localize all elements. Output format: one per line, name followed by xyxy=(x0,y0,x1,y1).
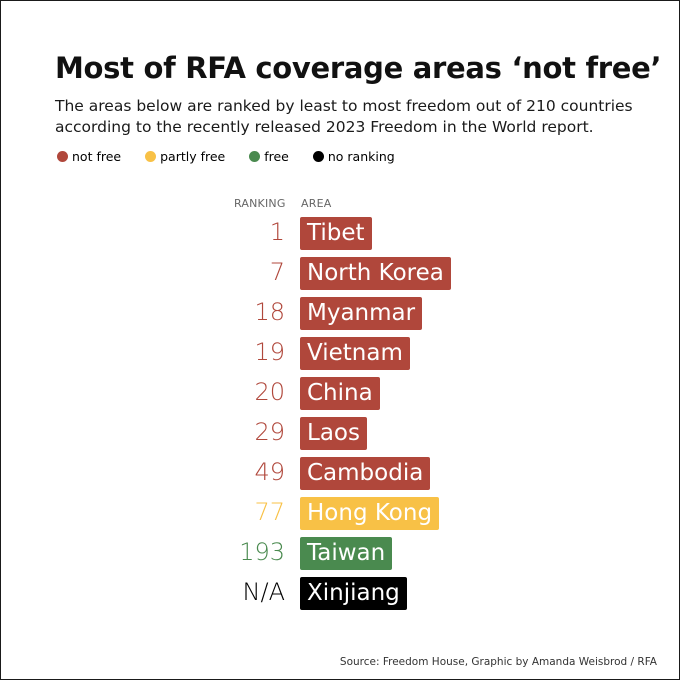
area-label-hong-kong: Hong Kong xyxy=(300,497,440,530)
rank-value-hong-kong: 77 xyxy=(254,498,285,526)
chart-subtitle: The areas below are ranked by least to m… xyxy=(55,97,633,136)
area-label-vietnam: Vietnam xyxy=(300,337,410,370)
rank-value-vietnam: 19 xyxy=(254,338,285,366)
area-label-tibet: Tibet xyxy=(300,217,372,250)
legend-label-free: free xyxy=(264,149,289,164)
column-header-ranking: RANKING xyxy=(234,197,286,210)
legend-label-not-free: not free xyxy=(72,149,122,164)
rank-value-xinjiang: N/A xyxy=(242,578,285,606)
area-label-laos: Laos xyxy=(300,417,367,450)
rank-value-china: 20 xyxy=(254,378,285,406)
area-label-myanmar: Myanmar xyxy=(300,297,423,330)
legend-dot-free xyxy=(249,151,261,162)
legend-item-no-ranking: no ranking xyxy=(312,149,395,164)
legend-dot-not-free xyxy=(57,151,68,162)
area-label-north-korea: North Korea xyxy=(300,257,451,290)
column-header-area: AREA xyxy=(301,197,332,210)
rank-value-taiwan: 193 xyxy=(239,538,285,566)
rank-value-tibet: 1 xyxy=(269,218,285,246)
legend-label-no-ranking: no ranking xyxy=(327,149,395,164)
legend-dot-no-ranking xyxy=(312,151,324,162)
area-label-china: China xyxy=(300,377,380,410)
area-label-taiwan: Taiwan xyxy=(300,537,393,570)
area-label-xinjiang: Xinjiang xyxy=(300,577,407,610)
rank-value-myanmar: 18 xyxy=(254,298,285,326)
source-note: Source: Freedom House, Graphic by Amanda… xyxy=(339,656,657,668)
legend-dot-partly-free xyxy=(145,151,157,162)
legend: not free partly free free no ranking xyxy=(57,149,419,164)
chart-title: Most of RFA coverage areas ‘not free’ xyxy=(55,51,662,85)
rank-value-cambodia: 49 xyxy=(254,458,285,486)
legend-item-free: free xyxy=(249,149,289,164)
legend-item-not-free: not free xyxy=(57,149,121,164)
legend-label-partly-free: partly free xyxy=(160,149,226,164)
rank-value-north-korea: 7 xyxy=(269,258,285,286)
legend-item-partly-free: partly free xyxy=(145,149,225,164)
area-label-cambodia: Cambodia xyxy=(300,457,431,490)
rank-value-laos: 29 xyxy=(254,418,285,446)
